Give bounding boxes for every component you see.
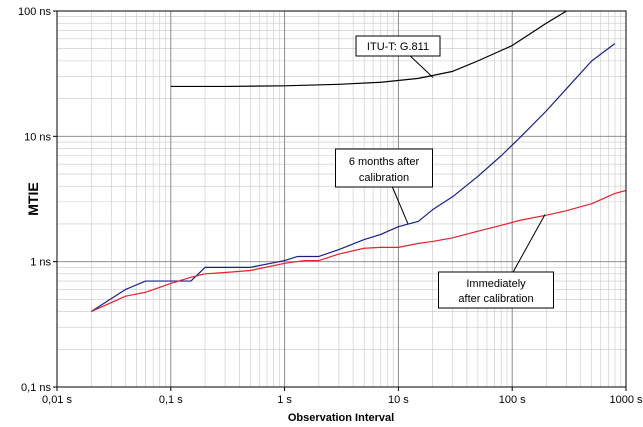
x-tick-label: 1 s — [277, 394, 292, 406]
x-tick-label: 10 s — [388, 394, 409, 406]
x-tick-label: 100 s — [499, 394, 526, 406]
y-tick-label: 10 ns — [24, 131, 51, 143]
x-axis-title: Observation Interval — [288, 412, 394, 424]
series-lines — [90, 11, 626, 313]
y-axis-title: MTIE — [25, 182, 41, 215]
annotation-leader — [391, 186, 409, 225]
tick-labels: 0,01 s 0,1 s 1 s 10 s 100 s 1000 s 0,1 ns 1 ns 1… — [18, 6, 643, 406]
annotation-box — [438, 271, 554, 309]
annotation-box — [355, 35, 441, 57]
annotation-leader — [409, 55, 434, 78]
annotation-leader — [512, 214, 546, 273]
y-tick-label: 1 ns — [30, 257, 51, 269]
annotation-text: 6 months after — [349, 156, 420, 168]
x-tick-label: 1000 s — [609, 394, 643, 406]
x-tick-label: 0,1 s — [159, 394, 183, 406]
series-line-2 — [90, 43, 616, 313]
annotation-text: after calibration — [458, 293, 533, 305]
annotation-box — [335, 148, 433, 188]
series-line-3 — [91, 189, 626, 313]
plot-frame — [56, 10, 627, 388]
series-line-1 — [170, 11, 567, 88]
annotation-text: ITU-T: G.811 — [367, 41, 429, 53]
y-tick-label: 0,1 ns — [21, 382, 51, 394]
annotations: ITU-T: G.811 6 months after calibration Imm… — [335, 35, 554, 309]
annotation-text: calibration — [359, 172, 409, 184]
annotation-text: Immediately — [466, 278, 526, 290]
x-tick-label: 0,01 s — [42, 394, 72, 406]
y-tick-label: 100 ns — [18, 6, 52, 18]
plot-background — [57, 11, 626, 387]
